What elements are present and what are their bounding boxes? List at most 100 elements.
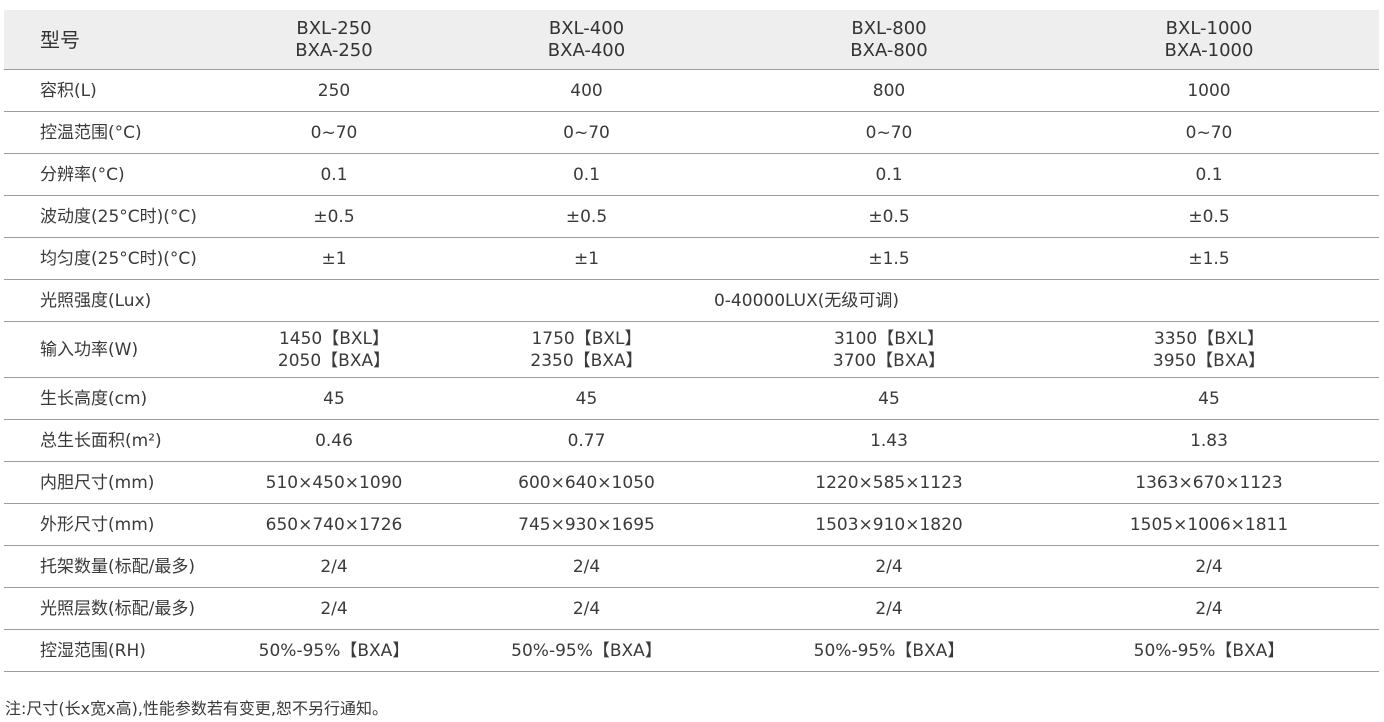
row-label: 控温范围(°C): [4, 111, 234, 154]
model-name: BXA-800: [850, 39, 928, 61]
model-header: BXL-800 BXA-800: [739, 10, 1039, 70]
row-label: 内胆尺寸(mm): [4, 461, 234, 504]
table-cell: 0.1: [739, 153, 1039, 196]
table-cell: 0.46: [234, 419, 434, 462]
power-value: 3700【BXA】: [832, 350, 946, 371]
table-row: 光照强度(Lux) 0-40000LUX(无级可调): [4, 279, 1379, 322]
table-cell: 0~70: [1039, 111, 1379, 154]
table-row: 外形尺寸(mm) 650×740×1726 745×930×1695 1503×…: [4, 503, 1379, 546]
row-label: 光照层数(标配/最多): [4, 587, 234, 630]
table-cell: 0.1: [434, 153, 739, 196]
table-cell: ±0.5: [739, 195, 1039, 238]
table-row: 托架数量(标配/最多) 2/4 2/4 2/4 2/4: [4, 545, 1379, 588]
model-header: BXL-1000 BXA-1000: [1039, 10, 1379, 70]
table-cell: 45: [739, 377, 1039, 420]
table-cell: ±0.5: [1039, 195, 1379, 238]
table-row: 均匀度(25°C时)(°C) ±1 ±1 ±1.5 ±1.5: [4, 237, 1379, 280]
table-cell: 45: [234, 377, 434, 420]
row-label: 控湿范围(RH): [4, 629, 234, 672]
table-cell: 0~70: [234, 111, 434, 154]
power-value: 2050【BXA】: [277, 350, 391, 371]
row-label: 波动度(25°C时)(°C): [4, 195, 234, 238]
table-cell: 0.1: [1039, 153, 1379, 196]
row-label: 容积(L): [4, 69, 234, 112]
row-label: 外形尺寸(mm): [4, 503, 234, 546]
table-cell: ±0.5: [234, 195, 434, 238]
power-value: 2350【BXA】: [530, 350, 643, 371]
table-cell: 50%-95%【BXA】: [234, 629, 434, 672]
table-cell: 0~70: [434, 111, 739, 154]
model-name: BXL-1000: [1165, 17, 1253, 39]
table-cell: 1450【BXL】 2050【BXA】: [234, 321, 434, 378]
table-cell: 745×930×1695: [434, 503, 739, 546]
model-header: BXL-250 BXA-250: [234, 10, 434, 70]
row-label: 分辨率(°C): [4, 153, 234, 196]
table-row: 分辨率(°C) 0.1 0.1 0.1 0.1: [4, 153, 1379, 196]
table-cell: 3350【BXL】 3950【BXA】: [1039, 321, 1379, 378]
table-cell: 600×640×1050: [434, 461, 739, 504]
power-value: 1750【BXL】: [531, 328, 642, 349]
table-cell: 0.77: [434, 419, 739, 462]
spec-table: 型号 BXL-250 BXA-250 BXL-400 BXA-400 BXL-8…: [4, 10, 1379, 672]
header-row: 型号 BXL-250 BXA-250 BXL-400 BXA-400 BXL-8…: [4, 10, 1379, 70]
table-cell: 2/4: [434, 545, 739, 588]
row-label: 光照强度(Lux): [4, 279, 234, 322]
row-label: 托架数量(标配/最多): [4, 545, 234, 588]
table-cell: 650×740×1726: [234, 503, 434, 546]
table-cell: 50%-95%【BXA】: [434, 629, 739, 672]
row-label: 生长高度(cm): [4, 377, 234, 420]
table-cell: 510×450×1090: [234, 461, 434, 504]
table-row: 生长高度(cm) 45 45 45 45: [4, 377, 1379, 420]
table-row: 内胆尺寸(mm) 510×450×1090 600×640×1050 1220×…: [4, 461, 1379, 504]
row-label: 均匀度(25°C时)(°C): [4, 237, 234, 280]
row-label: 总生长面积(m²): [4, 419, 234, 462]
power-value: 3950【BXA】: [1152, 350, 1266, 371]
table-cell: 45: [1039, 377, 1379, 420]
model-name: BXA-1000: [1164, 39, 1254, 61]
table-row: 输入功率(W) 1450【BXL】 2050【BXA】 1750【BXL】 23…: [4, 321, 1379, 378]
header-label: 型号: [4, 10, 234, 70]
table-cell: 2/4: [234, 587, 434, 630]
table-cell: 2/4: [234, 545, 434, 588]
table-cell: 1000: [1039, 69, 1379, 112]
table-cell: 50%-95%【BXA】: [1039, 629, 1379, 672]
table-cell: 250: [234, 69, 434, 112]
table-cell: 1.43: [739, 419, 1039, 462]
model-name: BXL-250: [296, 17, 372, 39]
model-name: BXL-400: [548, 17, 625, 39]
row-label: 输入功率(W): [4, 321, 234, 378]
power-value: 1450【BXL】: [278, 328, 390, 349]
table-cell: 2/4: [1039, 545, 1379, 588]
table-cell: 50%-95%【BXA】: [739, 629, 1039, 672]
table-cell: 400: [434, 69, 739, 112]
table-cell: 2/4: [434, 587, 739, 630]
table-row: 控湿范围(RH) 50%-95%【BXA】 50%-95%【BXA】 50%-9…: [4, 629, 1379, 672]
model-name: BXA-400: [547, 39, 626, 61]
table-cell: ±1: [234, 237, 434, 280]
table-cell: 2/4: [1039, 587, 1379, 630]
table-cell: 800: [739, 69, 1039, 112]
table-cell: 0.1: [234, 153, 434, 196]
table-cell: 1503×910×1820: [739, 503, 1039, 546]
table-cell: ±1: [434, 237, 739, 280]
table-cell: 1220×585×1123: [739, 461, 1039, 504]
power-value: 3100【BXL】: [833, 328, 945, 349]
table-row: 波动度(25°C时)(°C) ±0.5 ±0.5 ±0.5 ±0.5: [4, 195, 1379, 238]
table-cell: 1750【BXL】 2350【BXA】: [434, 321, 739, 378]
table-row: 控温范围(°C) 0~70 0~70 0~70 0~70: [4, 111, 1379, 154]
model-header: BXL-400 BXA-400: [434, 10, 739, 70]
table-row: 总生长面积(m²) 0.46 0.77 1.43 1.83: [4, 419, 1379, 462]
table-row: 光照层数(标配/最多) 2/4 2/4 2/4 2/4: [4, 587, 1379, 630]
table-cell: 2/4: [739, 587, 1039, 630]
table-cell: 2/4: [739, 545, 1039, 588]
table-cell: 1.83: [1039, 419, 1379, 462]
table-cell: 45: [434, 377, 739, 420]
table-cell: 1505×1006×1811: [1039, 503, 1379, 546]
table-cell: ±0.5: [434, 195, 739, 238]
table-cell: ±1.5: [739, 237, 1039, 280]
model-name: BXL-800: [851, 17, 927, 39]
merged-cell: 0-40000LUX(无级可调): [234, 279, 1379, 322]
table-cell: 0~70: [739, 111, 1039, 154]
power-value: 3350【BXL】: [1153, 328, 1265, 349]
table-cell: 3100【BXL】 3700【BXA】: [739, 321, 1039, 378]
